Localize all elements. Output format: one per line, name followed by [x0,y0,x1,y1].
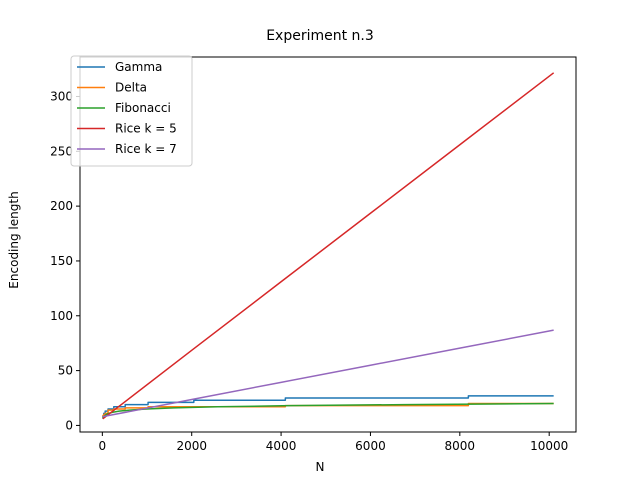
legend-label: Delta [115,81,147,95]
y-tick-label: 100 [50,309,73,323]
series-line-4 [102,329,554,418]
y-axis-label: Encoding length [7,191,21,288]
legend-box [70,55,193,167]
y-axis-ticks: 0 50 100 150 200 250 300 [50,89,80,432]
series-line-3 [102,72,555,420]
legend: Gamma Delta Fibonacci Rice k = 5 Rice k = 7 [70,55,193,167]
x-axis-ticks: 0 2000 4000 6000 8000 10000 [99,432,568,453]
x-tick-label: 6000 [355,439,386,453]
legend-label: Rice k = 5 [115,122,177,136]
x-tick-label: 8000 [445,439,476,453]
legend-label: Fibonacci [115,101,171,115]
x-tick-label: 10000 [530,439,568,453]
plot-lines [102,72,555,420]
y-tick-label: 150 [50,254,73,268]
x-tick-label: 0 [99,439,107,453]
x-axis-label: N [316,460,325,474]
legend-label: Rice k = 7 [115,142,177,156]
plot-frame [79,56,577,433]
chart-title: Experiment n.3 [266,28,374,44]
series-line-0 [102,395,554,418]
legend-label: Gamma [115,60,162,74]
y-tick-label: 300 [50,89,73,103]
y-tick-label: 200 [50,199,73,213]
y-tick-label: 0 [65,418,73,432]
x-tick-label: 2000 [176,439,207,453]
x-tick-label: 4000 [266,439,297,453]
y-tick-label: 250 [50,144,73,158]
y-tick-label: 50 [58,364,73,378]
